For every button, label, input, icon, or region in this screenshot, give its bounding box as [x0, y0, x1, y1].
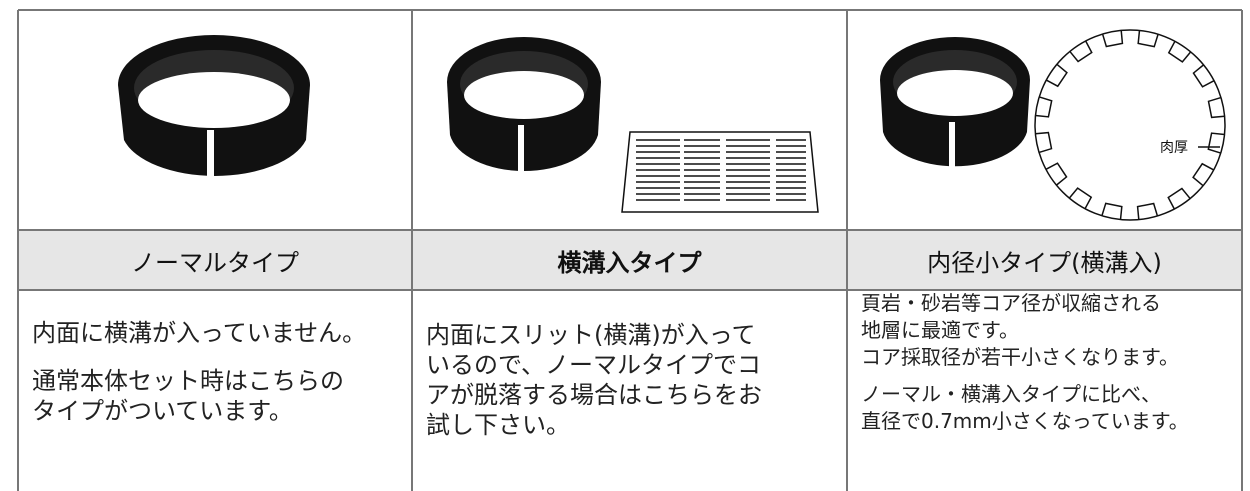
ring-image — [447, 37, 601, 190]
notch — [1167, 40, 1192, 63]
notch — [1167, 187, 1191, 210]
notch — [1137, 30, 1159, 48]
cross-section-diagram — [1034, 29, 1226, 221]
text-line: タイプがついています。 — [32, 397, 293, 425]
slit-diagram — [621, 131, 819, 213]
text-line: 通常本体セット時はこちらの — [32, 367, 344, 395]
notch — [1045, 162, 1068, 186]
paragraph: 通常本体セット時はこちらの タイプがついています。 — [32, 366, 366, 426]
text-line: ノーマル・横溝入タイプに比べ、 — [861, 382, 1161, 406]
notch — [1207, 132, 1225, 154]
notch — [1101, 30, 1124, 48]
text-line: 地層に最適です。 — [861, 318, 1019, 342]
text-line: 直径で0.7mm小さくなっています。 — [861, 409, 1189, 433]
paragraph: 内面にスリット(横溝)が入って いるので、ノーマルタイプでコ アが脱落する場合はこち… — [426, 320, 762, 440]
ring-image — [118, 35, 310, 190]
text-line: 頁岩・砂岩等コア径が収縮される — [861, 291, 1161, 315]
paragraph: 内面に横溝が入っていません。 — [32, 318, 366, 348]
notch — [1192, 64, 1215, 88]
description: 内面に横溝が入っていません。 通常本体セット時はこちらの タイプがついています。 — [32, 318, 366, 444]
notch — [1035, 131, 1053, 154]
notch — [1101, 202, 1123, 220]
notch — [1068, 187, 1093, 210]
notch — [1136, 202, 1159, 220]
description: 頁岩・砂岩等コア径が収縮される 地層に最適です。 コア採取径が若干小さくなります。ノ… — [861, 290, 1189, 445]
column-header: 内径小タイプ(横溝入) — [927, 248, 1162, 277]
column-header: ノーマルタイプ — [131, 248, 299, 277]
text-line: コア採取径が若干小さくなります。 — [861, 345, 1179, 369]
text-line: 内面に横溝が入っていません。 — [32, 319, 367, 347]
paragraph: ノーマル・横溝入タイプに比べ、直径で0.7mm小さくなっています。 — [861, 381, 1189, 435]
notch — [1192, 162, 1215, 187]
header-row-bg — [18, 230, 1242, 290]
description: 内面にスリット(横溝)が入って いるので、ノーマルタイプでコ アが脱落する場合はこち… — [426, 320, 762, 450]
text-line: いるので、ノーマルタイプでコ — [426, 351, 762, 379]
paragraph: 頁岩・砂岩等コア径が収縮される 地層に最適です。コア採取径が若干小さくなります。 — [861, 290, 1189, 371]
text-line: 内面にスリット(横溝)が入って — [426, 321, 756, 349]
diagram-label: 肉厚 — [1160, 140, 1188, 156]
notch — [1069, 40, 1093, 63]
text-line: アが脱落する場合はこちらをお — [426, 381, 762, 409]
notch — [1045, 63, 1068, 88]
table-borders — [17, 9, 1243, 491]
ring-image — [880, 37, 1030, 184]
text-line: 試し下さい。 — [426, 411, 570, 439]
notch — [1207, 96, 1225, 119]
column-header: 横溝入タイプ — [557, 248, 702, 277]
notch — [1035, 96, 1053, 118]
